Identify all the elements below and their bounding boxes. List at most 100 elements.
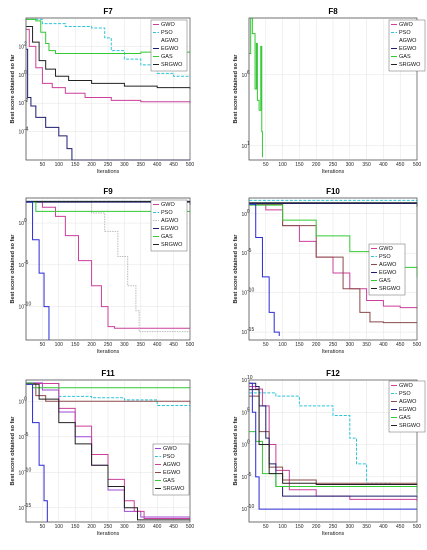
y-tick-exponent: -10 bbox=[247, 504, 254, 510]
x-tick-label: 450 bbox=[169, 524, 178, 530]
y-tick-exponent: 0 bbox=[24, 218, 27, 224]
y-tick-exponent: -5 bbox=[24, 260, 29, 266]
x-tick-label: 200 bbox=[312, 342, 321, 348]
x-tick-label: 250 bbox=[104, 342, 113, 348]
x-tick-label: 150 bbox=[295, 524, 304, 530]
x-axis-label: Iterations bbox=[322, 349, 345, 355]
legend-label: AGWO bbox=[399, 38, 417, 44]
legend-label: GAS bbox=[161, 234, 173, 240]
series-line bbox=[26, 383, 190, 521]
y-tick-exponent: 0 bbox=[24, 70, 27, 76]
x-tick-label: 150 bbox=[295, 342, 304, 348]
x-tick-label: 300 bbox=[346, 524, 355, 530]
legend-label: PSO bbox=[161, 30, 173, 36]
legend-box bbox=[388, 380, 426, 433]
plot-border bbox=[248, 379, 418, 523]
y-tick-exponent: -15 bbox=[247, 327, 254, 333]
x-tick-label: 200 bbox=[312, 524, 321, 530]
legend: GWO PSO AGWO EGWO GAS SRGWO bbox=[368, 243, 406, 296]
y-tick-label: 10 bbox=[18, 44, 24, 50]
x-tick-label: 250 bbox=[329, 342, 338, 348]
series-line bbox=[249, 203, 280, 337]
legend-label: PSO bbox=[399, 30, 411, 36]
y-tick-exponent: -15 bbox=[24, 503, 31, 509]
y-axis-label: Best score obtained so far bbox=[233, 54, 239, 124]
legend-label: AGWO bbox=[163, 462, 181, 468]
y-tick-label: 10 bbox=[18, 130, 24, 136]
legend-label: GAS bbox=[161, 54, 173, 60]
legend-label: SRGWO bbox=[399, 62, 421, 68]
legend-label: GWO bbox=[379, 246, 393, 252]
y-tick-exponent: 0 bbox=[247, 209, 250, 215]
x-tick-label: 450 bbox=[396, 342, 405, 348]
series-line bbox=[249, 203, 417, 324]
x-tick-label: 50 bbox=[263, 342, 269, 348]
x-tick-label: 150 bbox=[71, 524, 80, 530]
legend-label: SRGWO bbox=[379, 286, 401, 292]
x-tick-label: 250 bbox=[104, 162, 113, 168]
x-tick-label: 50 bbox=[263, 162, 269, 168]
y-tick-exponent: 2 bbox=[24, 41, 27, 47]
legend-label: GWO bbox=[399, 22, 413, 28]
y-tick-exponent: -2 bbox=[24, 98, 29, 104]
y-tick-label: 10 bbox=[241, 475, 247, 481]
series-line bbox=[26, 18, 191, 78]
chart-title: F10 bbox=[326, 187, 340, 196]
x-tick-label: 400 bbox=[379, 524, 388, 530]
y-tick-label: 10 bbox=[241, 378, 247, 384]
x-tick-label: 500 bbox=[413, 162, 422, 168]
y-axis-label: Best score obtained so far bbox=[233, 416, 239, 486]
x-tick-label: 150 bbox=[71, 162, 80, 168]
y-tick-label: 10 bbox=[18, 506, 24, 512]
y-tick-exponent: 5 bbox=[247, 407, 250, 413]
chart-title: F9 bbox=[103, 187, 113, 196]
x-tick-label: 300 bbox=[120, 162, 129, 168]
y-tick-label: 10 bbox=[241, 212, 247, 218]
x-tick-label: 250 bbox=[329, 162, 338, 168]
x-tick-label: 300 bbox=[346, 342, 355, 348]
y-tick-exponent: -10 bbox=[247, 288, 254, 294]
legend-box bbox=[152, 443, 190, 496]
x-tick-label: 150 bbox=[71, 342, 80, 348]
legend-label: PSO bbox=[379, 254, 391, 260]
legend-label: AGWO bbox=[161, 38, 179, 44]
y-tick-label: 10 bbox=[18, 435, 24, 441]
y-axis-label: Best score obtained so far bbox=[233, 234, 239, 304]
legend-label: GWO bbox=[399, 383, 413, 389]
x-tick-label: 50 bbox=[263, 524, 269, 530]
plot-border bbox=[25, 379, 191, 523]
x-tick-label: 350 bbox=[362, 524, 371, 530]
x-tick-label: 100 bbox=[55, 342, 64, 348]
y-tick-label: 10 bbox=[241, 291, 247, 297]
x-tick-label: 350 bbox=[137, 162, 146, 168]
y-tick-label: 10 bbox=[18, 221, 24, 227]
y-tick-exponent: 1 bbox=[247, 141, 250, 147]
plot-border bbox=[248, 197, 418, 341]
legend-label: GWO bbox=[161, 22, 175, 28]
y-tick-label: 10 bbox=[241, 443, 247, 449]
x-tick-label: 100 bbox=[278, 162, 287, 168]
y-tick-label: 10 bbox=[241, 144, 247, 150]
legend-label: EGWO bbox=[399, 407, 417, 413]
legend-label: SRGWO bbox=[163, 486, 185, 492]
series-line bbox=[249, 389, 417, 486]
series-line bbox=[249, 382, 418, 499]
y-axis-label: Best score obtained so far bbox=[10, 234, 16, 304]
x-axis-label: Iterations bbox=[322, 531, 345, 537]
x-tick-label: 400 bbox=[153, 162, 162, 168]
legend-label: EGWO bbox=[161, 226, 179, 232]
x-axis-label: Iterations bbox=[322, 169, 345, 175]
legend-label: EGWO bbox=[399, 46, 417, 52]
series-line bbox=[26, 201, 190, 333]
y-tick-label: 10 bbox=[241, 410, 247, 416]
legend-label: GAS bbox=[399, 415, 411, 421]
y-axis-label: Best score obtained so far bbox=[10, 416, 16, 486]
legend-label: GWO bbox=[161, 202, 175, 208]
x-tick-label: 500 bbox=[186, 524, 195, 530]
legend-box bbox=[150, 19, 188, 72]
